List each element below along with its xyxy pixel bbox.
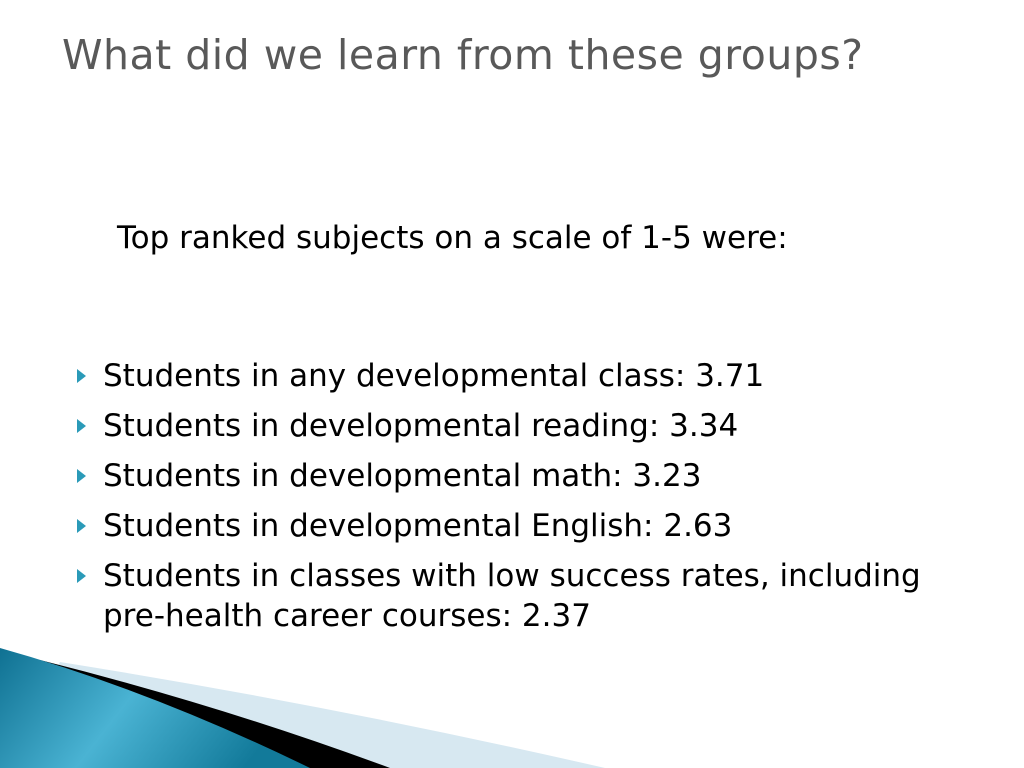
list-item: Students in developmental English: 2.63	[73, 506, 973, 546]
bullet-list: Students in any developmental class: 3.7…	[73, 356, 973, 646]
list-item-text: Students in classes with low success rat…	[103, 558, 921, 634]
list-item: Students in classes with low success rat…	[73, 556, 973, 636]
triangle-bullet-icon	[77, 519, 86, 533]
triangle-bullet-icon	[77, 369, 86, 383]
list-item: Students in developmental math: 3.23	[73, 456, 973, 496]
triangle-bullet-icon	[77, 419, 86, 433]
intro-text: Top ranked subjects on a scale of 1-5 we…	[103, 218, 923, 258]
triangle-bullet-icon	[77, 469, 86, 483]
list-item-text: Students in developmental English: 2.63	[103, 508, 733, 544]
triangle-bullet-icon	[77, 569, 86, 583]
list-item: Students in developmental reading: 3.34	[73, 406, 973, 446]
list-item-text: Students in developmental reading: 3.34	[103, 408, 739, 444]
teal-band	[0, 648, 310, 768]
list-item-text: Students in developmental math: 3.23	[103, 458, 702, 494]
slide-title: What did we learn from these groups?	[62, 31, 864, 79]
intro-label: Top ranked subjects on a scale of 1-5 we…	[117, 220, 788, 256]
list-item-text: Students in any developmental class: 3.7…	[103, 358, 765, 394]
list-item: Students in any developmental class: 3.7…	[73, 356, 973, 396]
